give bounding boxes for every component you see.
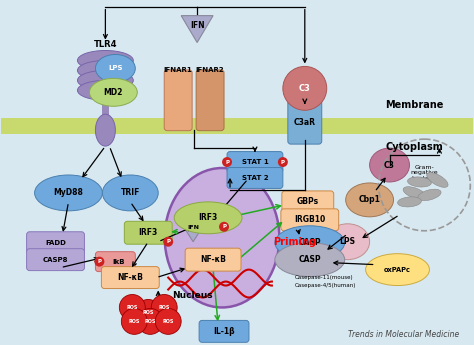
- Text: CASP8: CASP8: [43, 257, 68, 263]
- Text: TLR4: TLR4: [94, 40, 117, 49]
- FancyBboxPatch shape: [199, 321, 249, 342]
- FancyBboxPatch shape: [101, 267, 159, 288]
- Text: MyD88: MyD88: [54, 188, 83, 197]
- Text: P: P: [281, 159, 285, 165]
- Ellipse shape: [275, 226, 345, 260]
- Text: GBPs: GBPs: [297, 197, 319, 206]
- Text: ROS: ROS: [128, 319, 140, 324]
- Text: Trends in Molecular Medicine: Trends in Molecular Medicine: [348, 330, 459, 339]
- Text: IFNAR1: IFNAR1: [164, 67, 192, 73]
- Ellipse shape: [418, 189, 441, 201]
- Polygon shape: [181, 16, 213, 42]
- Ellipse shape: [77, 80, 133, 100]
- Text: IL-1β: IL-1β: [213, 327, 235, 336]
- Text: Gram-
negative
bacteria: Gram- negative bacteria: [410, 165, 438, 181]
- Ellipse shape: [77, 60, 133, 80]
- Text: C3: C3: [384, 160, 395, 169]
- Bar: [0, 118, 474, 134]
- Text: P: P: [97, 259, 101, 264]
- Text: oxPAPc: oxPAPc: [384, 267, 411, 273]
- Text: CASP: CASP: [299, 238, 321, 247]
- FancyBboxPatch shape: [282, 191, 334, 213]
- Circle shape: [119, 295, 145, 321]
- Text: Priming: Priming: [273, 237, 316, 247]
- Text: Cytoplasm: Cytoplasm: [386, 142, 443, 152]
- Ellipse shape: [346, 183, 393, 217]
- Text: Cbp1: Cbp1: [359, 195, 381, 204]
- Ellipse shape: [370, 148, 410, 182]
- FancyBboxPatch shape: [124, 221, 172, 244]
- Text: CASP: CASP: [299, 255, 321, 264]
- Text: P: P: [166, 239, 170, 244]
- Circle shape: [135, 299, 161, 325]
- Text: STAT 2: STAT 2: [242, 175, 268, 181]
- FancyBboxPatch shape: [227, 151, 283, 172]
- Text: P: P: [222, 224, 226, 229]
- Text: ROS: ROS: [163, 319, 174, 324]
- Text: NF-κB: NF-κB: [118, 273, 143, 282]
- FancyBboxPatch shape: [281, 209, 339, 231]
- FancyBboxPatch shape: [227, 168, 283, 188]
- Circle shape: [94, 257, 104, 267]
- Ellipse shape: [35, 175, 102, 211]
- Ellipse shape: [77, 50, 133, 70]
- Circle shape: [222, 157, 232, 167]
- Circle shape: [121, 308, 147, 334]
- Text: IFN: IFN: [187, 225, 199, 230]
- Text: ROS: ROS: [143, 310, 154, 315]
- Polygon shape: [179, 220, 207, 242]
- Text: IRF3: IRF3: [199, 213, 218, 222]
- Text: ROS: ROS: [127, 305, 138, 310]
- Text: ROS: ROS: [145, 319, 156, 324]
- FancyBboxPatch shape: [27, 232, 84, 254]
- Ellipse shape: [164, 168, 279, 307]
- Text: C3aR: C3aR: [294, 118, 316, 127]
- Text: FADD: FADD: [45, 240, 66, 246]
- Text: STAT 1: STAT 1: [242, 159, 268, 165]
- Text: Nucleus: Nucleus: [172, 291, 212, 300]
- Text: IRF3: IRF3: [138, 228, 158, 237]
- Ellipse shape: [403, 187, 426, 199]
- Text: LPS: LPS: [108, 66, 123, 71]
- Ellipse shape: [326, 224, 370, 260]
- Text: C3: C3: [299, 84, 311, 93]
- Text: ROS: ROS: [158, 305, 170, 310]
- Ellipse shape: [77, 70, 133, 90]
- Ellipse shape: [398, 197, 421, 207]
- Ellipse shape: [427, 172, 448, 187]
- Circle shape: [155, 308, 181, 334]
- Ellipse shape: [408, 177, 431, 187]
- Ellipse shape: [283, 67, 327, 110]
- FancyBboxPatch shape: [27, 249, 84, 270]
- FancyBboxPatch shape: [196, 70, 224, 131]
- Circle shape: [278, 157, 288, 167]
- Ellipse shape: [365, 254, 429, 286]
- Circle shape: [219, 222, 229, 232]
- Text: Casepase-4/5(human): Casepase-4/5(human): [295, 283, 356, 288]
- Text: LPS: LPS: [340, 237, 356, 246]
- FancyBboxPatch shape: [185, 248, 241, 271]
- Ellipse shape: [174, 202, 242, 234]
- FancyBboxPatch shape: [288, 100, 322, 144]
- FancyBboxPatch shape: [164, 70, 192, 131]
- Text: P: P: [225, 159, 229, 165]
- Circle shape: [151, 295, 177, 321]
- Text: Membrane: Membrane: [385, 100, 444, 110]
- Text: IFNAR2: IFNAR2: [196, 67, 224, 73]
- Ellipse shape: [102, 175, 158, 211]
- Ellipse shape: [275, 243, 345, 277]
- Text: MD2: MD2: [104, 88, 123, 97]
- Ellipse shape: [90, 78, 137, 106]
- Text: IFN: IFN: [190, 21, 204, 30]
- Text: TRIF: TRIF: [120, 188, 140, 197]
- Text: NF-κB: NF-κB: [200, 255, 226, 264]
- Text: IkB: IkB: [112, 259, 125, 265]
- Ellipse shape: [95, 55, 135, 82]
- Text: Casepase-11(mouse): Casepase-11(mouse): [295, 275, 354, 280]
- Text: IRGB10: IRGB10: [294, 215, 326, 224]
- Circle shape: [137, 308, 163, 334]
- Circle shape: [163, 237, 173, 247]
- Ellipse shape: [95, 114, 115, 146]
- FancyBboxPatch shape: [95, 252, 135, 272]
